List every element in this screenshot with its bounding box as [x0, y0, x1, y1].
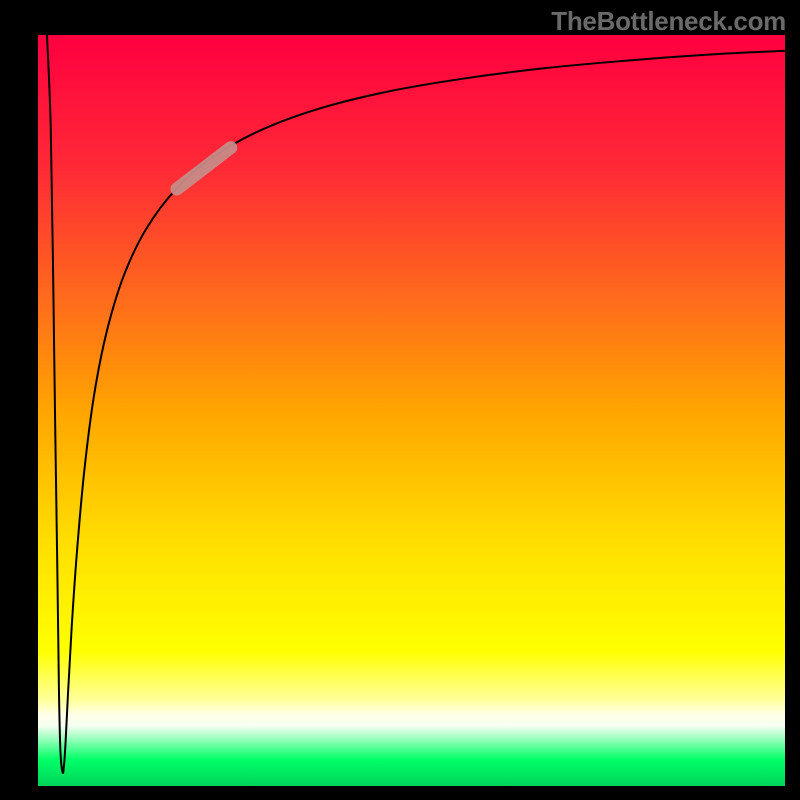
chart-container: TheBottleneck.com — [0, 0, 800, 800]
gradient-background — [38, 35, 785, 786]
plot-svg — [38, 35, 785, 786]
watermark-text: TheBottleneck.com — [551, 6, 786, 37]
plot-area — [38, 35, 785, 786]
